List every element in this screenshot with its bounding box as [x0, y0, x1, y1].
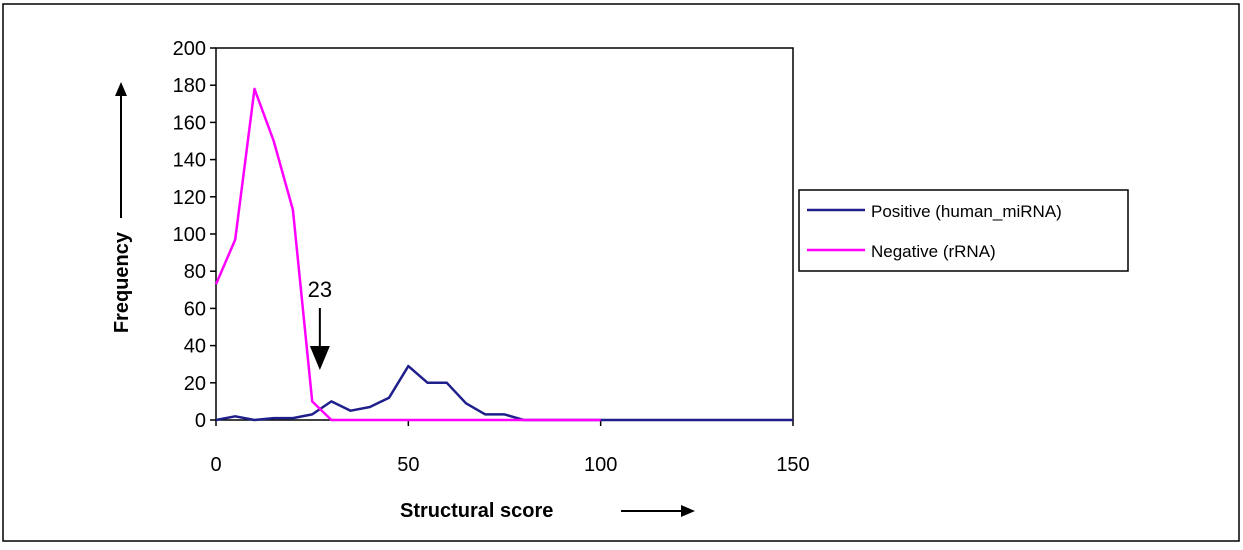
series-line-positive — [215, 364, 793, 422]
y-tick-label: 60 — [184, 298, 206, 320]
legend-box — [798, 189, 1129, 272]
x-axis-label: Structural score — [400, 500, 553, 522]
y-tick-label: 140 — [173, 150, 206, 172]
x-axis-label-arrow-head — [681, 505, 695, 517]
y-tick-label: 40 — [184, 336, 206, 358]
y-tick-label: 160 — [173, 112, 206, 134]
y-axis-ticks: 0 20 40 60 80 100 120 140 160 180 200 — [173, 38, 216, 432]
y-tick-label: 80 — [184, 261, 206, 283]
y-tick-label: 20 — [184, 373, 206, 395]
y-tick-label: 200 — [173, 38, 206, 60]
series-line-negative — [214, 87, 601, 422]
y-tick-label: 0 — [195, 410, 206, 432]
legend: Positive (human_miRNA) Negative (rRNA) — [798, 189, 1129, 272]
x-tick-label: 100 — [584, 454, 617, 476]
y-axis-label-group: Frequency — [111, 82, 133, 333]
annotation-label: 23 — [308, 277, 332, 302]
x-tick-label: 50 — [397, 454, 419, 476]
series-layer — [214, 87, 793, 422]
y-axis-label: Frequency — [111, 231, 133, 333]
y-tick-label: 100 — [173, 224, 206, 246]
x-tick-label: 0 — [210, 454, 221, 476]
y-tick-label: 120 — [173, 187, 206, 209]
annotation-layer: 23 — [308, 277, 332, 370]
x-tick-label: 150 — [776, 454, 809, 476]
y-tick-label: 180 — [173, 75, 206, 97]
annotation-arrow-head — [309, 346, 330, 370]
legend-label-negative: Negative (rRNA) — [871, 242, 996, 261]
legend-label-positive: Positive (human_miRNA) — [871, 202, 1062, 221]
figure-border — [2, 3, 1240, 542]
y-axis-label-arrow-head — [115, 82, 127, 96]
